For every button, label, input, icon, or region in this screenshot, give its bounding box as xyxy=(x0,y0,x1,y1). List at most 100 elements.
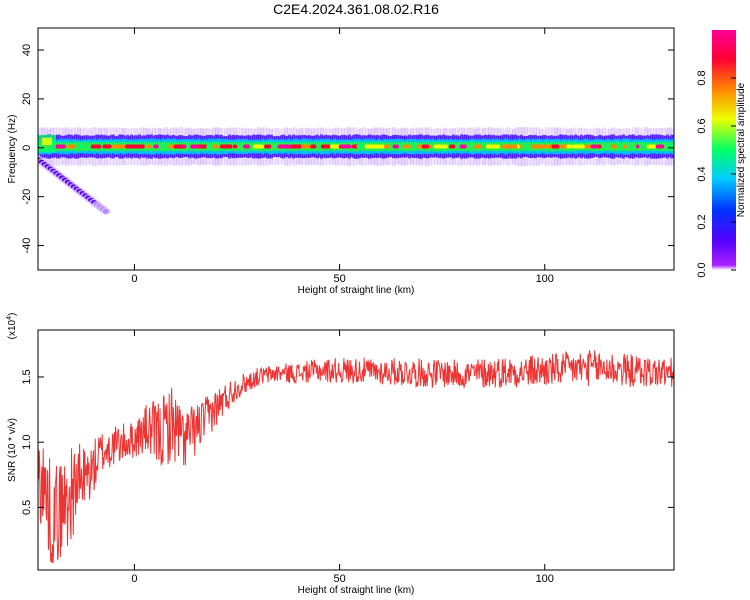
snr-y-multiplier-exponent: 4 xyxy=(6,316,13,320)
spectrogram-cell xyxy=(634,142,637,152)
colorbar-gradient xyxy=(712,30,736,270)
spectrogram-peak xyxy=(212,144,219,149)
spectrogram-cell xyxy=(604,142,607,151)
spectrogram-peak xyxy=(338,144,352,149)
spectrogram-peak xyxy=(655,144,665,149)
spectrogram-cell xyxy=(144,141,147,152)
spectrogram-peak xyxy=(198,144,208,149)
spectrogram-cell xyxy=(402,141,405,152)
spectrogram-x-tick-label: 0 xyxy=(131,273,137,285)
spectrogram-peak xyxy=(364,144,376,149)
spectrogram-peak xyxy=(182,144,187,149)
colorbar-tick-label: 0.6 xyxy=(696,118,708,133)
spectrogram-branch-cell xyxy=(102,209,109,214)
spectrogram-cell xyxy=(626,141,629,152)
snr-x-tick-label: 100 xyxy=(536,573,554,585)
spectrogram-peak xyxy=(392,144,399,149)
spectrogram-cell xyxy=(468,142,471,151)
spectrogram-peak xyxy=(112,144,126,149)
spectrogram-frame xyxy=(37,27,675,271)
spectrogram-cell xyxy=(640,141,643,152)
spectrogram-peak xyxy=(421,144,430,149)
spectrogram-y-axis-label: Frequency (Hz) xyxy=(7,115,18,184)
spectrogram-cell xyxy=(162,141,165,152)
spectrogram-cell xyxy=(484,142,487,151)
spectrogram-cell xyxy=(664,141,667,152)
spectrogram-cell xyxy=(166,142,169,152)
spectrogram-peak xyxy=(356,144,362,149)
spectrogram-cell xyxy=(472,141,475,152)
spectrogram-peak xyxy=(54,144,66,149)
spectrogram-peak xyxy=(190,144,202,149)
spectrogram-cell xyxy=(84,141,87,152)
snr-y-multiplier: (x104) xyxy=(6,313,18,340)
spectrogram-cell xyxy=(390,141,393,152)
spectrogram-cell xyxy=(186,141,189,152)
spectrogram-peak xyxy=(78,144,84,149)
spectrogram-peak xyxy=(495,144,501,149)
spectrogram-peak xyxy=(571,144,586,149)
spectrogram-peak xyxy=(132,144,145,149)
spectrogram-cell xyxy=(632,141,635,152)
spectrogram-cell xyxy=(160,142,163,151)
spectrogram-cell xyxy=(608,142,611,151)
snr-axes: 0 50 100 0.5 1.0 1.5 xyxy=(21,330,674,585)
spectrogram-peak xyxy=(623,144,627,149)
spectrogram-peak xyxy=(320,144,331,149)
spectrogram-peak xyxy=(508,144,523,149)
spectrogram-cell xyxy=(616,141,619,152)
spectrogram-peak xyxy=(351,144,359,149)
snr-series-line xyxy=(38,349,674,564)
spectrogram-cell xyxy=(398,141,401,152)
figure-title: C2E4.2024.361.08.02.R16 xyxy=(273,1,439,17)
spectrogram-peak xyxy=(206,144,214,149)
spectrogram-y-tick-label: 20 xyxy=(21,93,33,105)
spectrogram-peak xyxy=(646,144,657,149)
colorbar-tick-label: 0.8 xyxy=(696,70,708,85)
spectrogram-cell xyxy=(270,142,273,152)
spectrogram-peak xyxy=(146,144,153,149)
snr-marks xyxy=(38,349,674,564)
spectrogram-cell xyxy=(316,142,319,151)
spectrogram-peak xyxy=(566,144,573,149)
spectrogram-cell xyxy=(272,142,275,151)
spectrogram-peak xyxy=(90,144,102,149)
spectrogram-peak xyxy=(277,144,293,149)
spectrogram-peak xyxy=(232,144,238,149)
spectrogram-cell xyxy=(236,142,239,151)
spectrogram-cell xyxy=(482,142,485,151)
colorbar-axis: 0.0 0.2 0.4 0.6 0.8 xyxy=(696,70,736,278)
spectrogram-cell xyxy=(606,142,609,151)
spectrogram-peak xyxy=(449,144,456,149)
colorbar-tick-label: 0.4 xyxy=(696,166,708,181)
spectrogram-peak xyxy=(516,144,520,149)
spectrogram-cell xyxy=(164,141,167,152)
spectrogram-peak xyxy=(590,144,599,149)
snr-y-axis-label: SNR (10 * v/v) xyxy=(7,418,18,482)
spectrogram-peak xyxy=(252,144,264,149)
spectrogram-peak xyxy=(584,144,592,149)
spectrogram-cell xyxy=(466,142,469,152)
spectrogram-peak xyxy=(597,144,602,149)
spectrogram-cell xyxy=(362,141,365,152)
spectrogram-y-tick-label: 0 xyxy=(21,145,33,151)
spectrogram-y-tick-label: -40 xyxy=(21,238,33,254)
spectrogram-peak xyxy=(243,144,250,149)
spectrogram-cell xyxy=(188,142,191,151)
spectrogram-marks xyxy=(38,126,674,215)
spectrogram-peak xyxy=(383,144,390,149)
spectrogram-peak xyxy=(66,144,76,149)
spectrogram-cell xyxy=(410,141,413,152)
spectrogram-cell xyxy=(522,142,525,151)
spectrogram-cell xyxy=(88,142,91,151)
spectrogram-cell xyxy=(526,142,529,151)
spectrogram-x-axis-label: Height of straight line (km) xyxy=(298,285,415,296)
spectrogram-peak xyxy=(153,144,159,149)
spectrogram-cell xyxy=(470,141,473,152)
spectrogram-peak xyxy=(610,144,617,149)
spectrogram-x-tick-label: 50 xyxy=(333,273,345,285)
spectrogram-cell xyxy=(602,142,605,152)
spectrogram-cell xyxy=(618,141,621,152)
spectrogram-peak xyxy=(551,144,560,149)
